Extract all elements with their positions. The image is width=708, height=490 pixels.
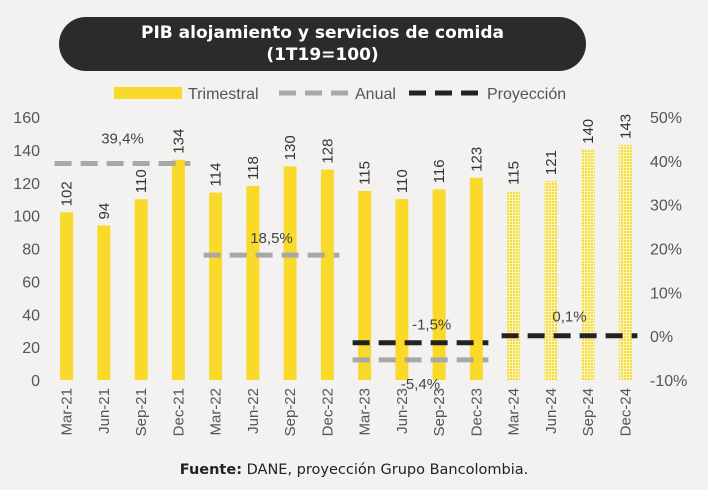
- y-right-tick-label: 20%: [650, 242, 682, 259]
- y-right-tick-label: -10%: [650, 373, 687, 390]
- legend-label-anual: Anual: [355, 86, 396, 103]
- bar-value-label: 114: [208, 163, 225, 187]
- bar-value-label: 110: [133, 169, 150, 193]
- bar-value-label: 118: [245, 156, 262, 180]
- projected-bar: [581, 149, 595, 380]
- y-right-tick-label: 10%: [650, 285, 682, 302]
- y-left-tick-label: 80: [22, 242, 40, 259]
- x-tick-label: Mar-24: [506, 388, 523, 436]
- y-left-tick-label: 140: [13, 143, 40, 160]
- bar: [60, 212, 74, 380]
- source-footer: Fuente: DANE, proyección Grupo Bancolomb…: [0, 462, 708, 478]
- projected-bar: [544, 181, 558, 380]
- x-tick-label: Dec-21: [170, 388, 187, 436]
- y-left-tick-label: 120: [13, 176, 40, 193]
- bar: [97, 225, 111, 380]
- bar-value-label: 143: [617, 114, 634, 139]
- chart-axes: 0 20 40 60 80 100 120 140 160 -10% 0% 10% 20% 30% 40% 5…: [13, 110, 687, 436]
- x-tick-label: Jun-22: [245, 388, 262, 434]
- bar: [358, 190, 372, 380]
- x-tick-label: Mar-22: [208, 388, 225, 436]
- annual-label: -5,4%: [401, 376, 440, 393]
- source-text: DANE, proyección Grupo Bancolombia.: [246, 462, 529, 478]
- bar: [432, 189, 446, 380]
- projection-label: -1,5%: [412, 317, 451, 334]
- y-left-tick-label: 60: [22, 274, 40, 291]
- x-tick-label: Mar-23: [357, 388, 374, 436]
- x-tick-label: Mar-21: [59, 388, 76, 436]
- chart-legend: Trimestral Anual Proyección: [114, 86, 566, 103]
- x-tick-label: Jun-21: [96, 388, 113, 434]
- bar-value-label: 134: [170, 129, 187, 154]
- x-tick-label: Dec-24: [617, 388, 634, 436]
- labels-group: 102 94 110 134 114 118 130 128 115 110 116 123 115 12…: [59, 114, 635, 393]
- annual-label: 18,5%: [250, 230, 293, 247]
- y-left-tick-label: 160: [13, 110, 40, 127]
- bar-value-label: 102: [59, 181, 76, 206]
- x-tick-label: Sep-22: [282, 388, 299, 436]
- legend-swatch-trimestral: [114, 87, 182, 99]
- annual-label: 39,4%: [101, 130, 144, 147]
- bar-value-label: 94: [96, 203, 113, 220]
- y-left-tick-label: 0: [31, 373, 40, 390]
- legend-label-trimestral: Trimestral: [188, 86, 259, 103]
- legend-label-proyeccion: Proyección: [487, 86, 566, 103]
- y-left-tick-label: 20: [22, 340, 40, 357]
- bar-value-label: 115: [506, 161, 523, 185]
- bar-value-label: 110: [394, 169, 411, 193]
- bar: [171, 159, 185, 380]
- bar: [469, 177, 483, 380]
- x-tick-label: Dec-23: [468, 388, 485, 436]
- chart-title-line2: (1T19=100): [266, 45, 379, 65]
- chart-title: PIB alojamiento y servicios de comida (1…: [59, 17, 586, 71]
- projected-bar: [507, 190, 521, 380]
- bar: [283, 166, 297, 380]
- x-tick-label: Jun-23: [394, 388, 411, 434]
- bar-value-label: 140: [580, 119, 597, 144]
- bar: [320, 169, 334, 380]
- chart-title-line1: PIB alojamiento y servicios de comida: [141, 23, 504, 43]
- bar-value-label: 115: [357, 161, 374, 185]
- bar-value-label: 130: [282, 135, 299, 160]
- x-tick-label: Sep-24: [580, 388, 597, 436]
- x-tick-label: Dec-22: [319, 388, 336, 436]
- y-right-tick-label: 0%: [650, 329, 673, 346]
- lines-group: [54, 160, 638, 363]
- bar: [134, 199, 148, 380]
- bar: [209, 192, 223, 380]
- y-right-tick-label: 30%: [650, 198, 682, 215]
- bar: [246, 186, 260, 380]
- y-right-tick-label: 40%: [650, 154, 682, 171]
- x-tick-label: Sep-21: [133, 388, 150, 436]
- x-tick-label: Jun-24: [543, 388, 560, 434]
- bar: [395, 199, 409, 380]
- y-left-tick-label: 40: [22, 307, 40, 324]
- y-left-tick-label: 100: [13, 209, 40, 226]
- bar-value-label: 121: [543, 150, 560, 175]
- bars-group: [60, 144, 632, 380]
- bar-value-label: 116: [431, 159, 448, 183]
- bar-value-label: 128: [319, 139, 336, 164]
- y-right-tick-label: 50%: [650, 110, 682, 127]
- source-label: Fuente:: [179, 462, 242, 478]
- projected-bar: [618, 144, 632, 380]
- bar-value-label: 123: [468, 147, 485, 172]
- x-tick-label: Sep-23: [431, 388, 448, 436]
- projection-label: 0,1%: [552, 309, 586, 326]
